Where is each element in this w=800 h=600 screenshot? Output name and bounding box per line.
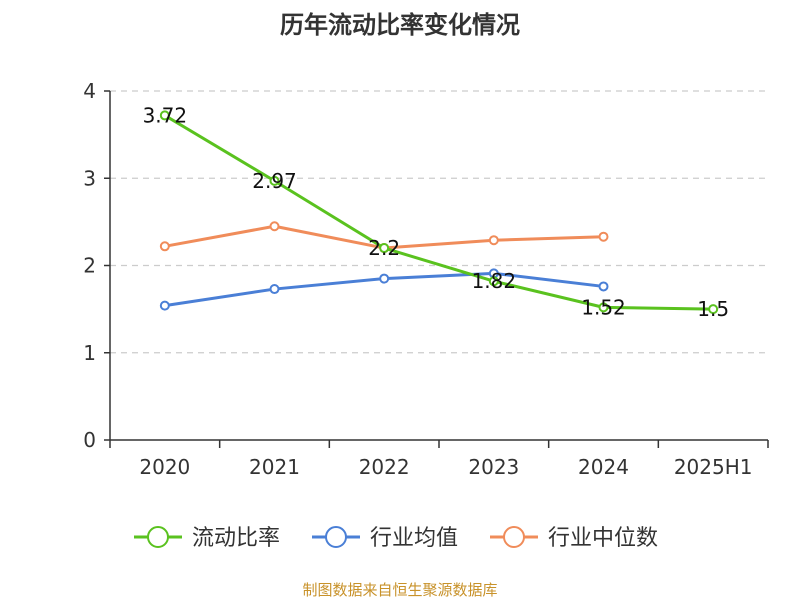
legend-label: 行业均值 [370, 526, 458, 551]
y-tick-label: 1 [83, 341, 96, 365]
data-point[interactable] [269, 175, 280, 186]
data-point[interactable] [269, 284, 280, 295]
data-point[interactable] [488, 276, 499, 287]
y-tick-label: 3 [83, 166, 96, 190]
y-tick-label: 0 [83, 428, 96, 452]
data-label: 3.72 [143, 103, 188, 127]
data-point[interactable] [159, 110, 170, 121]
y-tick-label: 4 [83, 79, 96, 103]
data-labels: 3.72 2.97 2.2 1.82 1.52 1.5 [143, 103, 730, 321]
legend-label: 流动比率 [192, 526, 280, 551]
y-tick-label: 2 [83, 254, 96, 278]
x-tick-label: 2020 [139, 455, 190, 479]
data-label: 2.2 [368, 236, 400, 260]
chart-title: 历年流动比率变化情况 [280, 11, 520, 39]
legend-label: 行业中位数 [548, 526, 658, 551]
data-point[interactable] [708, 304, 719, 315]
legend[interactable]: 流动比率 行业均值 行业中位数 [134, 526, 658, 551]
data-point[interactable] [598, 231, 609, 242]
x-tick-label: 2022 [359, 455, 410, 479]
data-point[interactable] [379, 243, 390, 254]
legend-item-0[interactable]: 流动比率 [134, 526, 280, 551]
data-label: 1.5 [697, 297, 729, 321]
data-label: 1.82 [472, 269, 517, 293]
data-point[interactable] [159, 300, 170, 311]
data-point[interactable] [379, 273, 390, 284]
x-tick-label: 2025H1 [674, 455, 753, 479]
axes: 0 1 2 3 4 2020 2021 2022 2023 2024 2025H1 [83, 79, 769, 479]
legend-marker [503, 526, 525, 548]
data-label: 1.52 [581, 295, 626, 319]
series-group [159, 110, 719, 315]
x-tick-label: 2021 [249, 455, 300, 479]
legend-marker [147, 526, 169, 548]
data-point[interactable] [598, 281, 609, 292]
legend-item-1[interactable]: 行业均值 [312, 526, 458, 551]
legend-item-2[interactable]: 行业中位数 [490, 526, 658, 551]
source-note: 制图数据来自恒生聚源数据库 [302, 581, 497, 599]
data-point[interactable] [269, 221, 280, 232]
data-label: 2.97 [252, 169, 297, 193]
grid [110, 90, 768, 354]
x-tick-label: 2024 [578, 455, 629, 479]
data-point[interactable] [598, 302, 609, 313]
data-point[interactable] [159, 241, 170, 252]
series-line-0 [163, 113, 715, 311]
data-point[interactable] [488, 235, 499, 246]
x-tick-label: 2023 [468, 455, 519, 479]
legend-marker [325, 526, 347, 548]
